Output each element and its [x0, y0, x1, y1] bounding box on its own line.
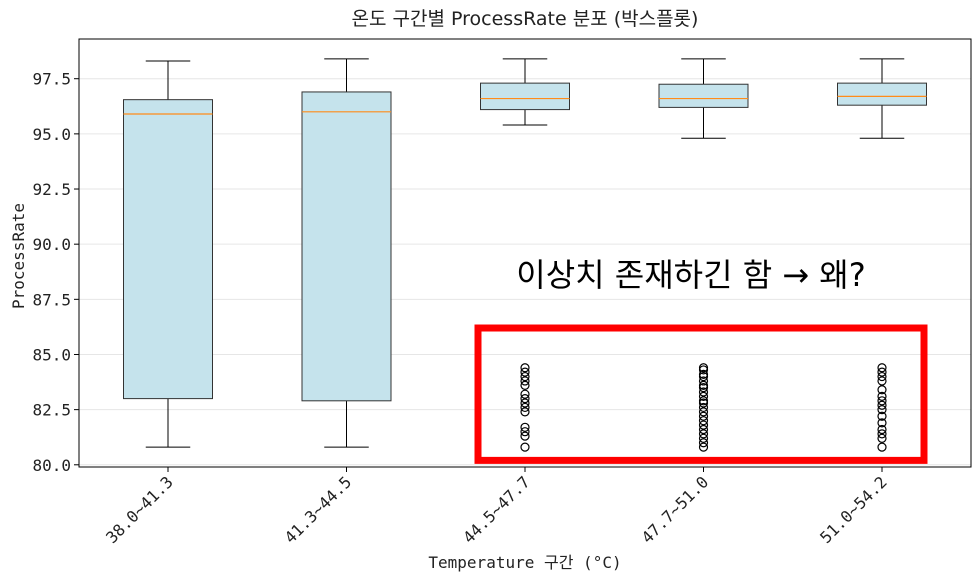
outlier-point [520, 367, 530, 377]
outlier-point [698, 371, 709, 382]
outlier-point [520, 422, 530, 432]
outlier-point [520, 442, 530, 452]
outlier-point [877, 411, 887, 421]
outlier-point [698, 416, 709, 426]
plot-frame [78, 38, 972, 468]
x-tick-label: 51.0~54.2 [816, 472, 891, 547]
outlier-point [877, 396, 887, 406]
box-body [123, 99, 213, 400]
x-axis-ticks: 38.0~41.3 41.3~44.5 44.5~47.7 47.7~51.0 51.0… [102, 467, 891, 547]
outlier-point [877, 424, 887, 435]
outlier-point [877, 376, 887, 386]
outlier-point [877, 442, 887, 452]
box-2 [480, 58, 570, 452]
outlier-point [520, 371, 530, 382]
y-tick-label: 92.5 [32, 180, 71, 199]
outlier-point [877, 367, 887, 377]
y-tick-label: 85.0 [32, 345, 71, 364]
box-body [837, 82, 927, 106]
outlier-point [520, 389, 530, 399]
outlier-point [698, 365, 709, 375]
box-3 [658, 58, 749, 452]
outlier-point [520, 394, 530, 404]
outlier-point [520, 376, 530, 386]
outlier-point [698, 407, 709, 417]
outlier-point [520, 427, 530, 437]
outlier-highlight-box [474, 324, 928, 464]
outlier-point [877, 405, 887, 415]
box-1 [301, 58, 392, 448]
y-axis-ticks: 80.0 82.5 85.0 87.5 90.0 92.5 95.0 97.5 [32, 70, 79, 475]
box-body [301, 91, 392, 402]
box-series [123, 58, 927, 452]
outlier-point [520, 431, 530, 441]
chart-title: 온도 구간별 ProcessRate 분포 (박스플롯) [352, 8, 699, 30]
outlier-point [877, 429, 887, 439]
outlier-point [698, 411, 709, 421]
outlier-point [877, 433, 887, 443]
outlier-point [520, 380, 530, 390]
outlier-point [698, 387, 709, 397]
outlier-point [698, 424, 709, 435]
outlier-point [877, 371, 887, 382]
outlier-point [698, 429, 709, 439]
outlier-point [877, 418, 887, 428]
y-tick-label: 80.0 [32, 456, 71, 475]
x-tick-label: 38.0~41.3 [102, 472, 177, 547]
outlier-point [698, 398, 709, 408]
y-tick-label: 95.0 [32, 125, 71, 144]
outlier-point [698, 442, 709, 452]
x-axis-label: Temperature 구간 (°C) [428, 553, 621, 572]
y-tick-label: 82.5 [32, 401, 71, 420]
outlier-point [520, 407, 530, 417]
outlier-point [877, 400, 887, 410]
box-body [480, 82, 570, 111]
outlier-point [877, 391, 887, 402]
x-tick-label: 41.3~44.5 [281, 472, 356, 547]
y-axis-label: ProcessRate [9, 203, 28, 309]
gridlines [79, 78, 971, 466]
outlier-point [698, 391, 709, 402]
x-tick-label: 47.7~51.0 [638, 472, 713, 547]
outlier-point [520, 363, 530, 373]
outlier-point [698, 402, 709, 413]
box-4 [837, 58, 927, 452]
x-tick-label: 44.5~47.7 [459, 472, 534, 547]
y-tick-label: 90.0 [32, 235, 71, 254]
outlier-point [698, 438, 709, 448]
outlier-point [698, 382, 709, 393]
outlier-point [520, 402, 530, 413]
outlier-point [520, 398, 530, 408]
y-tick-label: 87.5 [32, 290, 71, 309]
annotation-text: 이상치 존재하긴 함 → 왜? [516, 256, 865, 294]
outlier-point [698, 420, 709, 430]
box-0 [123, 60, 213, 448]
outlier-point [698, 433, 709, 443]
outlier-point [877, 363, 887, 373]
outlier-point [877, 385, 887, 395]
outlier-point [698, 376, 709, 386]
y-tick-label: 97.5 [32, 70, 71, 89]
box-body [658, 83, 749, 108]
